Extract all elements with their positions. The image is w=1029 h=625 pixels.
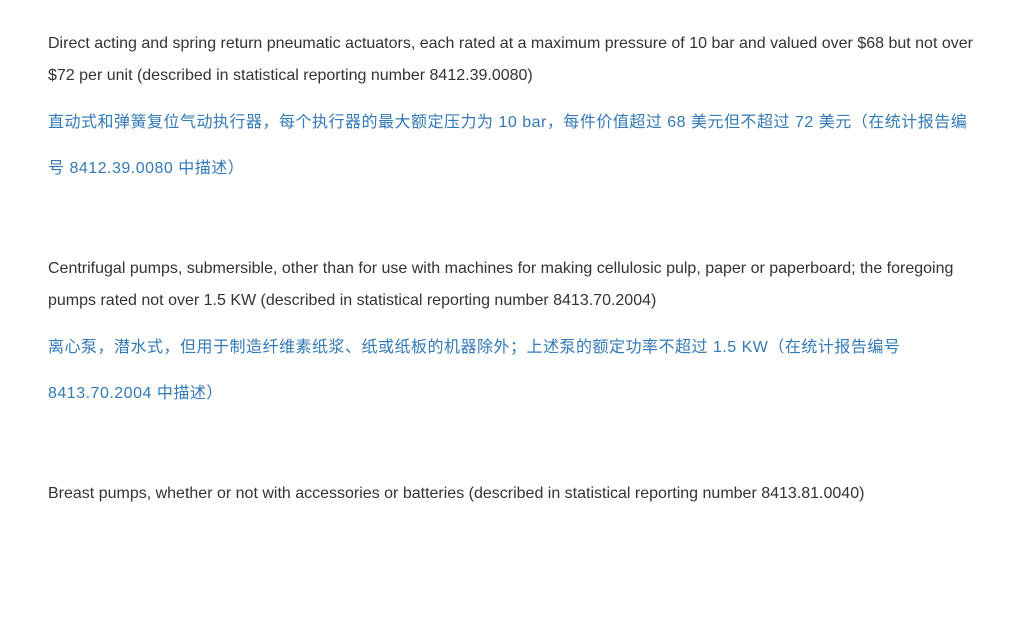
entry-2: Centrifugal pumps, submersible, other th… (48, 253, 981, 418)
entry-3-english: Breast pumps, whether or not with access… (48, 478, 981, 510)
entry-1: Direct acting and spring return pneumati… (48, 28, 981, 193)
entry-2-english: Centrifugal pumps, submersible, other th… (48, 253, 981, 317)
entry-1-english: Direct acting and spring return pneumati… (48, 28, 981, 92)
entry-1-chinese: 直动式和弹簧复位气动执行器，每个执行器的最大额定压力为 10 bar，每件价值超… (48, 100, 981, 193)
entry-3: Breast pumps, whether or not with access… (48, 478, 981, 510)
entry-2-chinese: 离心泵，潜水式，但用于制造纤维素纸浆、纸或纸板的机器除外；上述泵的额定功率不超过… (48, 325, 981, 418)
